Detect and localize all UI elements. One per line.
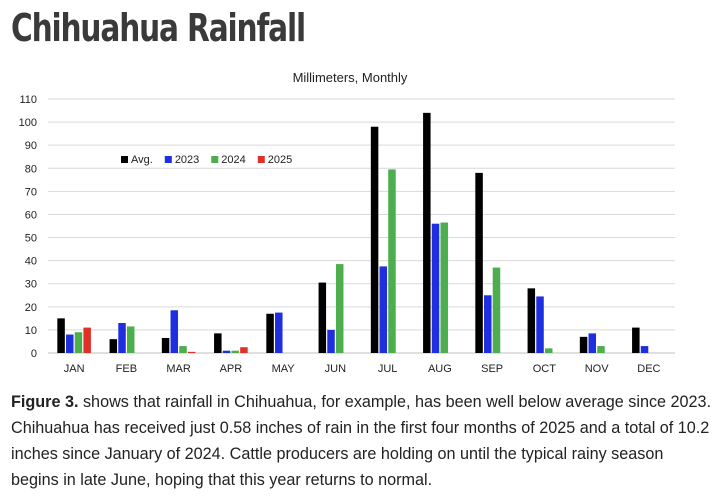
bar-dec-avg	[632, 327, 640, 353]
bar-jul-2023	[379, 266, 388, 353]
bar-dec-2023	[640, 346, 649, 353]
legend-label: 2024	[221, 154, 245, 166]
y-tick-label: 80	[25, 163, 37, 175]
x-tick-label: JUL	[378, 363, 398, 375]
bar-apr-2025	[240, 347, 248, 353]
bar-aug-2023	[431, 223, 440, 353]
bar-nov-avg	[579, 336, 588, 353]
bar-nov-2024	[597, 346, 605, 353]
legend-label: 2025	[268, 154, 292, 166]
y-axis-ticks: 0 10 20 30 40 50 60 70 80 90 100 110	[19, 94, 37, 360]
legend-swatch	[164, 156, 172, 163]
x-axis-ticks: JAN FEB MAR APR MAY JUN JUL AUG SEP OCT NOV DEC	[64, 363, 661, 375]
y-tick-label: 0	[31, 348, 37, 360]
bar-jun-2023	[327, 329, 335, 353]
legend-swatch	[211, 156, 219, 163]
bar-oct-avg	[527, 288, 536, 353]
chart-title: Millimeters, Monthly	[293, 70, 408, 85]
x-tick-label: DEC	[637, 363, 660, 375]
bar-aug-avg	[423, 112, 431, 353]
x-tick-label: NOV	[585, 363, 610, 375]
legend-swatch	[121, 156, 128, 163]
bar-mar-2023	[170, 310, 179, 353]
caption-text: shows that rainfall in Chihuahua, for ex…	[11, 393, 712, 489]
bar-mar-2024	[179, 346, 187, 353]
legend-swatch	[257, 156, 265, 163]
bar-jan-2025	[83, 327, 91, 353]
bar-may-2023	[275, 312, 283, 353]
bar-apr-2024	[231, 350, 239, 353]
bar-sep-2024	[492, 267, 501, 353]
gridlines	[48, 98, 675, 354]
y-tick-label: 40	[25, 256, 37, 268]
figure-caption: Figure 3. shows that rainfall in Chihuah…	[11, 389, 714, 493]
bar-feb-2023	[118, 322, 126, 353]
y-tick-label: 90	[25, 140, 37, 152]
bar-nov-2023	[588, 333, 597, 353]
legend: Avg. 2023 2024 2025	[121, 154, 292, 166]
x-tick-label: JAN	[64, 363, 85, 375]
bar-jan-2023	[66, 334, 74, 353]
bar-sep-2023	[484, 295, 492, 353]
bar-jan-2024	[74, 332, 83, 353]
bar-aug-2024	[440, 222, 448, 353]
bar-jun-avg	[318, 282, 327, 353]
figure-label: Figure 3.	[11, 393, 79, 411]
y-tick-label: 10	[25, 325, 37, 337]
bars	[57, 112, 649, 353]
page-title: Chihuahua Rainfall	[11, 6, 306, 50]
bar-apr-2023	[222, 350, 231, 353]
bar-mar-2025	[187, 351, 196, 353]
x-tick-label: JUN	[325, 363, 346, 375]
x-tick-label: FEB	[116, 363, 137, 375]
y-tick-label: 50	[25, 233, 37, 245]
y-tick-label: 110	[19, 94, 37, 106]
x-tick-label: AUG	[428, 363, 452, 375]
y-tick-label: 70	[25, 186, 37, 198]
x-tick-label: MAR	[166, 363, 191, 375]
bar-mar-avg	[161, 337, 170, 353]
bar-feb-2024	[126, 326, 135, 353]
bar-oct-2023	[536, 296, 544, 353]
x-tick-label: SEP	[481, 363, 503, 375]
bar-jun-2024	[335, 264, 344, 353]
x-tick-label: MAY	[272, 363, 296, 375]
y-tick-label: 100	[19, 117, 37, 129]
bar-jul-avg	[370, 126, 379, 353]
rainfall-chart: Millimeters, Monthly 0 10 20 30 40 50 60 70 80 90…	[19, 70, 675, 375]
bar-feb-avg	[109, 339, 118, 353]
bar-may-avg	[266, 313, 274, 353]
x-tick-label: APR	[220, 363, 243, 375]
y-tick-label: 30	[25, 279, 37, 291]
y-tick-label: 60	[25, 209, 37, 221]
legend-label: 2023	[175, 154, 199, 166]
bar-jul-2024	[388, 169, 396, 353]
legend-label: Avg.	[131, 154, 153, 166]
bar-apr-avg	[214, 333, 222, 353]
bar-sep-avg	[475, 172, 483, 353]
bar-oct-2024	[544, 348, 553, 353]
bar-jan-avg	[57, 318, 65, 353]
x-tick-label: OCT	[533, 363, 557, 375]
y-tick-label: 20	[25, 302, 37, 314]
